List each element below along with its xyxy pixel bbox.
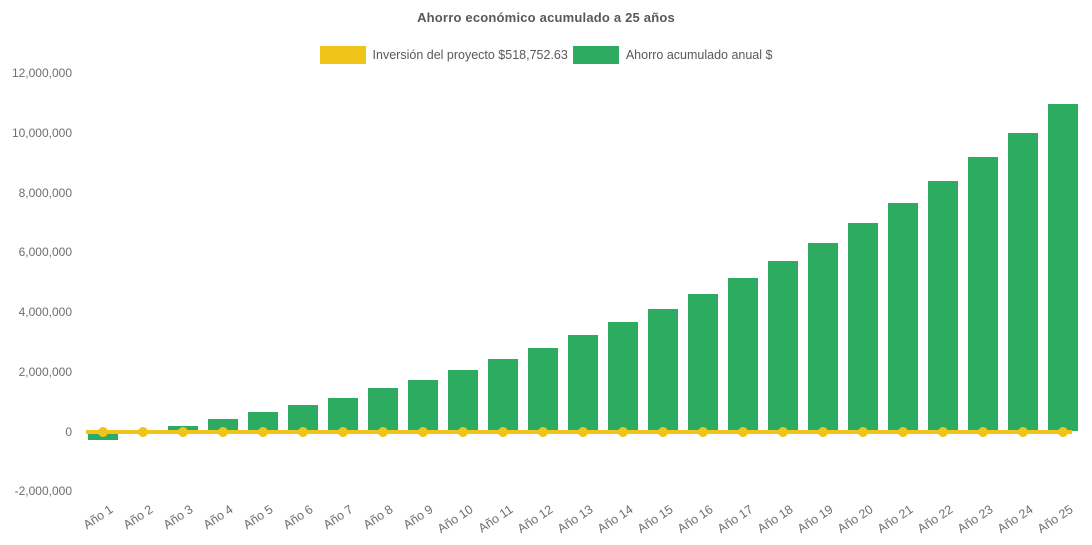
chart-title: Ahorro económico acumulado a 25 años xyxy=(417,10,675,25)
investment-line-marker xyxy=(938,426,948,437)
investment-line-marker xyxy=(538,426,548,437)
legend: Inversión del proyecto $518,752.63 Ahorr… xyxy=(0,46,1092,64)
bar-ano-19[interactable] xyxy=(808,242,838,432)
x-axis-label-ano-4: Año 4 xyxy=(200,502,236,533)
x-axis-label-ano-9: Año 9 xyxy=(400,502,436,533)
y-axis-tick-label: 6,000,000 xyxy=(18,245,72,260)
y-axis-tick-label: -2,000,000 xyxy=(14,484,72,499)
y-axis-tick-label: 12,000,000 xyxy=(11,66,72,81)
x-axis-label-ano-19: Año 19 xyxy=(795,502,836,536)
legend-item-savings[interactable]: Ahorro acumulado anual $ xyxy=(572,46,773,64)
bar-ano-8[interactable] xyxy=(368,388,398,432)
bar-ano-12[interactable] xyxy=(528,347,558,432)
x-axis-label-ano-2: Año 2 xyxy=(120,502,156,533)
bar-ano-16[interactable] xyxy=(688,294,718,432)
investment-line-marker xyxy=(898,426,908,437)
investment-line-marker xyxy=(178,426,188,437)
x-axis-label-ano-20: Año 20 xyxy=(835,502,876,536)
bar-ano-17[interactable] xyxy=(728,277,758,432)
investment-line-marker xyxy=(978,426,988,437)
investment-line-marker xyxy=(1018,426,1028,437)
bar-ano-24[interactable] xyxy=(1008,132,1038,432)
x-axis-label-ano-6: Año 6 xyxy=(280,502,316,533)
bar-ano-20[interactable] xyxy=(848,223,878,432)
y-axis-tick-label: 8,000,000 xyxy=(18,185,72,200)
investment-line-marker xyxy=(1058,426,1068,437)
x-axis-label-ano-13: Año 13 xyxy=(555,502,596,536)
y-axis-tick-label: 2,000,000 xyxy=(18,364,72,379)
legend-swatch-savings xyxy=(572,46,619,64)
x-axis-label-ano-24: Año 24 xyxy=(995,502,1036,536)
investment-line-marker xyxy=(338,426,348,437)
investment-line-marker xyxy=(138,426,148,437)
legend-swatch-investment xyxy=(319,46,366,64)
investment-line-marker xyxy=(298,426,308,437)
x-axis-label-ano-16: Año 16 xyxy=(675,502,716,536)
x-axis-label-ano-12: Año 12 xyxy=(515,502,556,536)
investment-line-marker xyxy=(738,426,748,437)
investment-line-marker xyxy=(218,426,228,437)
bar-ano-21[interactable] xyxy=(888,202,918,432)
investment-line-marker xyxy=(498,426,508,437)
x-axis-label-ano-11: Año 11 xyxy=(475,502,516,536)
bar-ano-5[interactable] xyxy=(248,411,278,432)
bar-ano-13[interactable] xyxy=(568,335,598,432)
bar-ano-18[interactable] xyxy=(768,260,798,432)
investment-line-marker xyxy=(378,426,388,437)
investment-line-marker xyxy=(578,426,588,437)
investment-line-marker xyxy=(258,426,268,437)
x-axis-label-ano-10: Año 10 xyxy=(435,502,476,536)
investment-line-marker xyxy=(618,426,628,437)
x-axis-label-ano-5: Año 5 xyxy=(240,502,276,533)
legend-label-savings: Ahorro acumulado anual $ xyxy=(625,48,773,62)
bar-ano-10[interactable] xyxy=(448,370,478,432)
bar-ano-9[interactable] xyxy=(408,379,438,432)
investment-line-marker xyxy=(698,426,708,437)
investment-line-marker xyxy=(418,426,428,437)
x-axis-label-ano-1: Año 1 xyxy=(80,502,116,533)
x-axis-label-ano-18: Año 18 xyxy=(755,502,796,536)
x-axis-label-ano-21: Año 21 xyxy=(875,502,916,536)
y-axis-tick-label: 10,000,000 xyxy=(11,126,72,140)
bar-ano-14[interactable] xyxy=(608,322,638,432)
x-axis-label-ano-14: Año 14 xyxy=(595,502,636,536)
bar-ano-25[interactable] xyxy=(1048,104,1078,432)
bar-ano-15[interactable] xyxy=(648,309,678,432)
x-axis-label-ano-3: Año 3 xyxy=(160,502,196,533)
x-axis-label-ano-17: Año 17 xyxy=(715,502,756,536)
legend-item-investment[interactable]: Inversión del proyecto $518,752.63 xyxy=(319,46,568,64)
investment-line-marker xyxy=(778,426,788,437)
x-axis-label-ano-7: Año 7 xyxy=(320,502,356,533)
bar-ano-4[interactable] xyxy=(208,419,238,432)
investment-line-marker xyxy=(658,426,668,437)
x-axis-label-ano-25: Año 25 xyxy=(1035,502,1076,536)
y-axis-tick-label: 0 xyxy=(65,424,72,439)
x-axis-label-ano-23: Año 23 xyxy=(955,502,996,536)
legend-label-investment: Inversión del proyecto $518,752.63 xyxy=(372,48,568,62)
bar-ano-11[interactable] xyxy=(488,359,518,432)
bar-ano-23[interactable] xyxy=(968,156,998,432)
bar-ano-22[interactable] xyxy=(928,181,958,432)
x-axis-label-ano-15: Año 15 xyxy=(635,502,676,536)
y-axis-tick-label: 4,000,000 xyxy=(18,305,72,320)
bar-ano-7[interactable] xyxy=(328,398,358,432)
investment-line-marker xyxy=(858,426,868,437)
investment-line-marker xyxy=(818,426,828,437)
x-axis-label-ano-8: Año 8 xyxy=(360,502,396,533)
investment-line-marker xyxy=(458,426,468,437)
x-axis-label-ano-22: Año 22 xyxy=(915,502,956,536)
investment-line-marker xyxy=(98,426,108,437)
